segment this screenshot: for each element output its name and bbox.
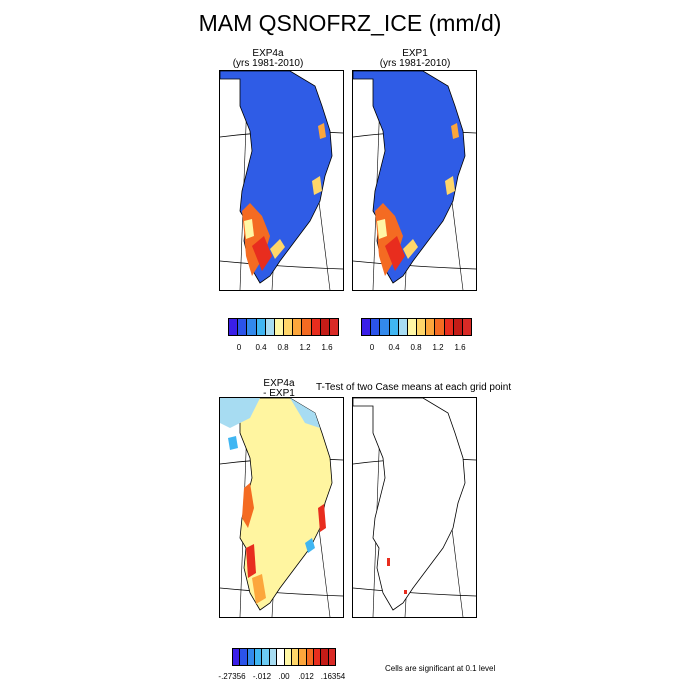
panel-title-diff-name: EXP4a [263, 378, 295, 389]
map-ttest-svg [353, 398, 476, 617]
map-diff [219, 397, 344, 618]
legend-label: 0 [369, 343, 375, 352]
panel-title-exp1-years: (yrs 1981-2010) [379, 58, 451, 69]
legend-swatch [262, 649, 270, 665]
legend-label: 0.4 [388, 343, 400, 352]
legend-swatch [398, 319, 408, 335]
legend-swatch [444, 319, 454, 335]
panel-title-exp1: EXP1 (yrs 1981-2010) [366, 49, 464, 69]
legend-swatch [277, 649, 285, 665]
legend-swatch [371, 319, 381, 335]
significance-note: Cells are significant at 0.1 level [385, 664, 496, 673]
page-title: MAM QSNOFRZ_ICE (mm/d) [198, 10, 502, 36]
legend-swatch [306, 649, 314, 665]
legend-swatch [417, 319, 427, 335]
legend-swatch [238, 319, 248, 335]
legend-swatch [265, 319, 275, 335]
legend-swatch [247, 319, 257, 335]
legend-swatch [435, 319, 445, 335]
legend-diff-labels: -.27356 -.012 .00 .012 .16354 [218, 672, 345, 682]
legend-swatch [362, 319, 372, 335]
legend-swatch [293, 319, 303, 335]
panel-title-exp4a-name: EXP4a [252, 48, 284, 59]
legend-label: .16354 [320, 672, 346, 681]
legend-swatch [269, 649, 278, 665]
legend-abs-right-labels: 0 0.4 0.8 1.2 1.6 [361, 343, 472, 353]
legend-swatch [321, 649, 329, 665]
legend-label: 1.6 [321, 343, 333, 352]
legend-swatch [299, 649, 307, 665]
legend-swatch [389, 319, 399, 335]
panel-title-diff: EXP4a - EXP1 [259, 379, 299, 399]
legend-swatch [284, 649, 292, 665]
greenland-shape-diff [220, 398, 333, 611]
sig-cell [387, 558, 390, 566]
legend-label: -.27356 [218, 672, 246, 681]
legend-label: 1.2 [299, 343, 311, 352]
legend-label: 0 [236, 343, 242, 352]
legend-swatch [328, 649, 336, 665]
legend-label: -.012 [252, 672, 272, 681]
map-ttest [352, 397, 477, 618]
panel-title-exp4a-years: (yrs 1981-2010) [232, 58, 304, 69]
map-exp1 [352, 70, 477, 291]
sig-cell [404, 590, 407, 594]
legend-swatch [247, 649, 256, 665]
legend-swatch [274, 319, 285, 335]
panel-title-exp4a: EXP4a (yrs 1981-2010) [219, 49, 317, 69]
legend-swatch [256, 319, 266, 335]
legend-label: 1.2 [432, 343, 444, 352]
legend-swatch [229, 319, 239, 335]
legend-label: 1.6 [454, 343, 466, 352]
legend-label: .012 [298, 672, 314, 681]
legend-swatch [302, 319, 312, 335]
map-exp4a-svg [220, 71, 343, 290]
legend-swatch [233, 649, 241, 665]
panel-title-ttest: T-Test of two Case means at each grid po… [316, 382, 512, 393]
legend-swatch [329, 319, 339, 335]
map-exp1-svg [353, 71, 476, 290]
legend-label: .00 [278, 672, 290, 681]
greenland-shape-ttest [353, 398, 466, 611]
legend-diff [232, 648, 336, 666]
legend-swatch [426, 319, 436, 335]
legend-abs-left-labels: 0 0.4 0.8 1.2 1.6 [228, 343, 339, 353]
panel-title-diff-sub: - EXP1 [263, 388, 295, 399]
legend-swatch [407, 319, 418, 335]
legend-swatch [311, 319, 321, 335]
legend-swatch [240, 649, 248, 665]
legend-abs-right [361, 318, 472, 336]
legend-label: 0.4 [255, 343, 267, 352]
legend-swatch [380, 319, 390, 335]
legend-abs-left [228, 318, 339, 336]
panel-title-exp1-name: EXP1 [402, 48, 428, 59]
legend-label: 0.8 [410, 343, 422, 352]
legend-swatch [291, 649, 300, 665]
legend-swatch [255, 649, 263, 665]
legend-swatch [462, 319, 472, 335]
legend-swatch [313, 649, 322, 665]
legend-swatch [284, 319, 294, 335]
legend-label: 0.8 [277, 343, 289, 352]
legend-swatch [320, 319, 330, 335]
map-diff-svg [220, 398, 343, 617]
legend-swatch [453, 319, 463, 335]
map-exp4a [219, 70, 344, 291]
